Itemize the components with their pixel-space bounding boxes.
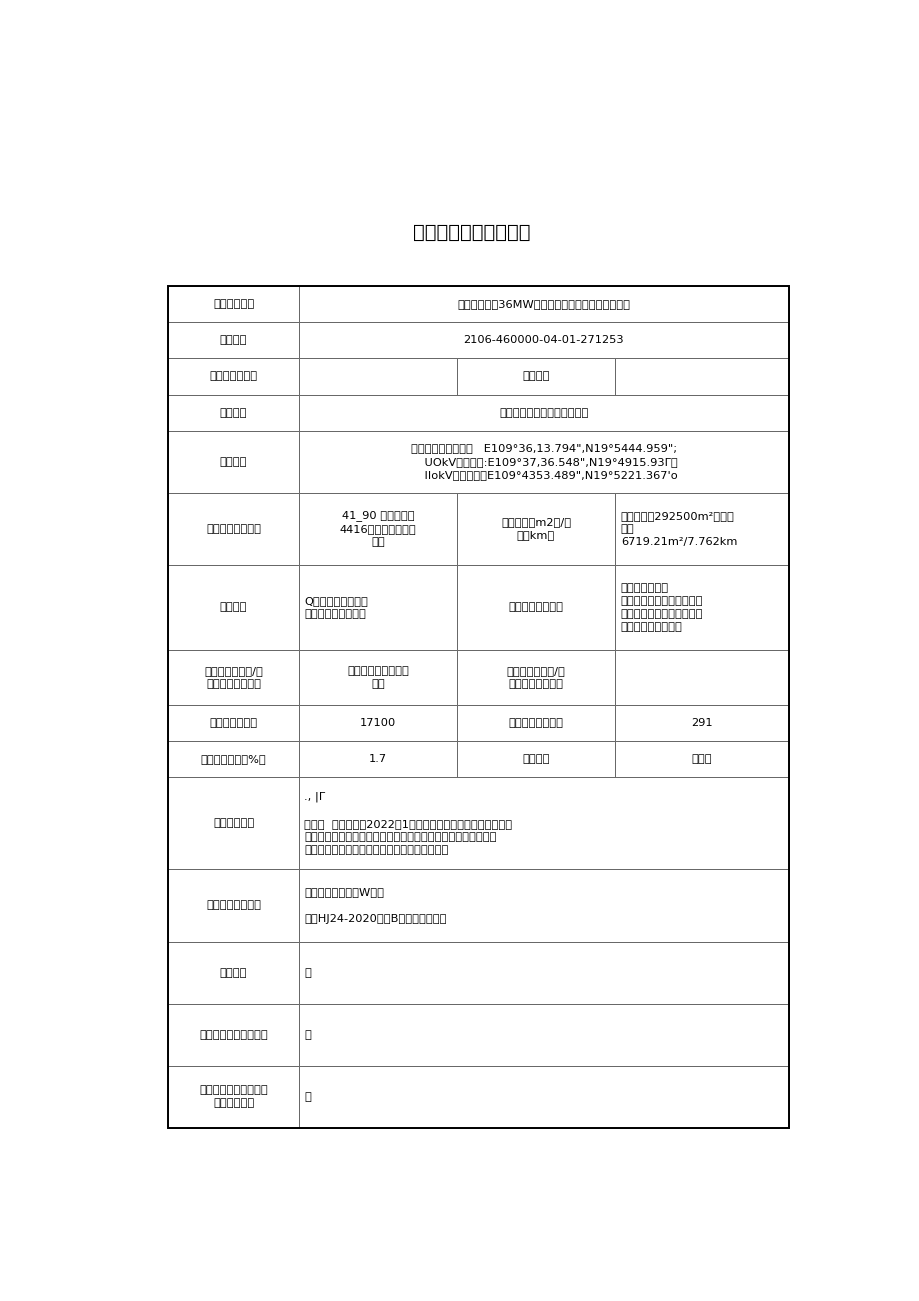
Text: 建设项目行业类别: 建设项目行业类别 bbox=[206, 524, 261, 533]
Bar bbox=[168, 1003, 299, 1066]
Text: 建设项目申报情形: 建设项目申报情形 bbox=[508, 602, 563, 613]
Bar bbox=[299, 323, 788, 359]
Text: 规划及规划环境影响评
价符合性分析: 规划及规划环境影响评 价符合性分析 bbox=[199, 1085, 267, 1108]
Text: 已运行: 已运行 bbox=[691, 755, 711, 764]
Text: 291: 291 bbox=[690, 718, 712, 729]
Bar bbox=[299, 394, 788, 431]
Text: 彩虹（临高）36MW农光互补光伏发电项目（修编）: 彩虹（临高）36MW农光互补光伏发电项目（修编） bbox=[457, 299, 630, 310]
Bar bbox=[457, 565, 615, 650]
Bar bbox=[457, 359, 615, 394]
Text: 项目审批（核准/备
案）文号（选填）: 项目审批（核准/备 案）文号（选填） bbox=[506, 666, 565, 690]
Bar bbox=[615, 493, 788, 565]
Bar bbox=[168, 565, 299, 650]
Text: ., |Γ

目是：  光伏电站于2022年1月已取得环评批文，目前已基本建
成。送出线路工程已全部建成，截至目前，尚无环境保护执法部
门对本项目已建设行为出具: ., |Γ 目是： 光伏电站于2022年1月已取得环评批文，目前已基本建 成。送… bbox=[304, 791, 512, 855]
Text: 用地面积（m2）/长
度（km）: 用地面积（m2）/长 度（km） bbox=[501, 518, 571, 540]
Bar bbox=[299, 705, 457, 742]
Bar bbox=[615, 742, 788, 777]
Text: 联系方式: 联系方式 bbox=[522, 372, 550, 381]
Bar bbox=[299, 565, 457, 650]
Bar bbox=[299, 777, 788, 869]
Bar bbox=[299, 1003, 788, 1066]
Bar bbox=[299, 286, 788, 323]
Bar bbox=[168, 650, 299, 705]
Bar bbox=[168, 705, 299, 742]
Bar bbox=[168, 1066, 299, 1128]
Bar bbox=[457, 493, 615, 565]
Bar bbox=[299, 1066, 788, 1128]
Text: Q新建（迁建）口改
建口扩建口技术改造: Q新建（迁建）口改 建口扩建口技术改造 bbox=[304, 596, 368, 619]
Bar bbox=[457, 742, 615, 777]
Text: 专项评价设置情况: 专项评价设置情况 bbox=[206, 900, 261, 911]
Text: 光伏电站中心坐标：   E109°36,13.794",N19°5444.959";
    UOkV线路起点:E109°37,36.548",N19°4915: 光伏电站中心坐标： E109°36,13.794",N19°5444.959";… bbox=[410, 444, 677, 480]
Text: 一、建设项目基本情况: 一、建设项目基本情况 bbox=[413, 222, 529, 242]
Bar bbox=[299, 742, 457, 777]
Text: 地理坐标: 地理坐标 bbox=[220, 457, 247, 467]
Text: 41_90 太阳能发电
4416一地面集中光伏
电站: 41_90 太阳能发电 4416一地面集中光伏 电站 bbox=[339, 510, 415, 548]
Bar bbox=[299, 359, 457, 394]
Bar bbox=[168, 394, 299, 431]
Bar bbox=[299, 942, 788, 1003]
Bar bbox=[457, 705, 615, 742]
Text: 1.7: 1.7 bbox=[369, 755, 387, 764]
Text: 环保投资（万元）: 环保投资（万元） bbox=[508, 718, 563, 729]
Bar bbox=[457, 650, 615, 705]
Bar bbox=[168, 323, 299, 359]
Text: 规划环境影响评价情况: 规划环境影响评价情况 bbox=[199, 1029, 267, 1039]
Text: 2106-460000-04-01-271253: 2106-460000-04-01-271253 bbox=[463, 336, 623, 346]
Bar bbox=[168, 869, 299, 942]
Text: 总投资（万元）: 总投资（万元） bbox=[210, 718, 257, 729]
Bar bbox=[299, 493, 457, 565]
Bar bbox=[299, 650, 457, 705]
Text: 建设地点: 建设地点 bbox=[220, 407, 247, 418]
Text: 项目代码: 项目代码 bbox=[220, 336, 247, 346]
Text: 无: 无 bbox=[304, 1092, 311, 1102]
Bar bbox=[168, 493, 299, 565]
Bar bbox=[168, 742, 299, 777]
Text: 环保投资占比（%）: 环保投资占比（%） bbox=[200, 755, 267, 764]
Bar bbox=[168, 431, 299, 493]
Text: 海南省临高县调楼镇、新盈镇: 海南省临高县调楼镇、新盈镇 bbox=[498, 407, 588, 418]
Text: 海南省发展和改革委
员会: 海南省发展和改革委 员会 bbox=[346, 666, 408, 690]
Bar bbox=[168, 286, 299, 323]
Bar bbox=[299, 431, 788, 493]
Text: 建设项目名称: 建设项目名称 bbox=[213, 299, 254, 310]
Bar bbox=[168, 286, 788, 1128]
Text: 无: 无 bbox=[304, 1029, 311, 1039]
Bar bbox=[168, 777, 299, 869]
Bar bbox=[615, 705, 788, 742]
Bar bbox=[615, 359, 788, 394]
Text: 建设单位联系人: 建设单位联系人 bbox=[210, 372, 257, 381]
Text: 项目审批（核准/备
案）部门（选填）: 项目审批（核准/备 案）部门（选填） bbox=[204, 666, 263, 690]
Bar bbox=[168, 359, 299, 394]
Text: 电磁辐射环境影响W项。

根据HJ24-2020附录B要求编制专项。: 电磁辐射环境影响W项。 根据HJ24-2020附录B要求编制专项。 bbox=[304, 887, 447, 924]
Text: 无: 无 bbox=[304, 968, 311, 977]
Bar bbox=[615, 565, 788, 650]
Text: 是否开工建设: 是否开工建设 bbox=[213, 818, 254, 829]
Bar bbox=[299, 869, 788, 942]
Text: 17100: 17100 bbox=[359, 718, 395, 729]
Text: 同首次申报项目
口不予批准后再次申报项目
口超五年重新审核项目口重
大变动重新报批项目: 同首次申报项目 口不予批准后再次申报项目 口超五年重新审核项目口重 大变动重新报… bbox=[620, 583, 702, 632]
Text: 建设性质: 建设性质 bbox=[220, 602, 247, 613]
Bar bbox=[615, 650, 788, 705]
Text: 规划情况: 规划情况 bbox=[220, 968, 247, 977]
Text: 光伏电站：292500m²送出线
路：
6719.21m²/7.762km: 光伏电站：292500m²送出线 路： 6719.21m²/7.762km bbox=[620, 510, 736, 546]
Bar bbox=[168, 942, 299, 1003]
Text: 施工工期: 施工工期 bbox=[522, 755, 550, 764]
